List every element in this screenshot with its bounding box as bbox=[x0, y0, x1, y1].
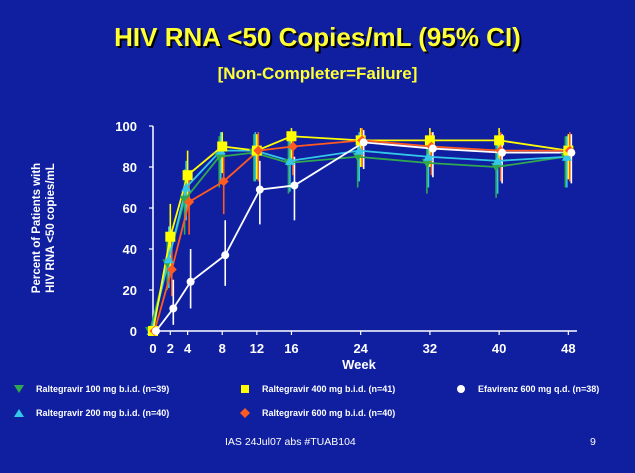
series-line bbox=[152, 135, 569, 332]
y-tick-label: 40 bbox=[123, 242, 137, 257]
series-line bbox=[155, 141, 572, 332]
data-point bbox=[561, 151, 572, 161]
triangle-up-icon bbox=[14, 409, 24, 417]
x-tick-label: 24 bbox=[353, 341, 368, 356]
data-point bbox=[179, 195, 190, 205]
data-point bbox=[182, 170, 193, 181]
x-tick-label: 48 bbox=[561, 341, 575, 356]
data-point bbox=[181, 182, 192, 192]
data-point bbox=[218, 176, 229, 187]
slide-title: HIV RNA <50 Copies/mL (95% CI) bbox=[114, 22, 521, 52]
y-tick-label: 0 bbox=[130, 324, 137, 339]
data-point bbox=[290, 181, 299, 190]
data-point bbox=[163, 254, 174, 264]
y-tick-label: 20 bbox=[123, 283, 137, 298]
data-point bbox=[286, 131, 297, 142]
legend-item-ral-400: Raltegravir 400 mg b.i.d. (n=41) bbox=[240, 384, 395, 394]
series-line bbox=[153, 139, 570, 332]
data-point bbox=[284, 155, 295, 165]
data-point bbox=[217, 141, 228, 152]
y-axis-label-line2: HIV RNA <50 copies/mL bbox=[45, 163, 57, 293]
footer-citation: IAS 24Jul07 abs #TUAB104 bbox=[225, 436, 356, 448]
data-point bbox=[166, 264, 177, 275]
legend-label: Efavirenz 600 mg q.d. (n=38) bbox=[478, 384, 600, 394]
data-point bbox=[255, 185, 264, 194]
slide-subtitle: [Non-Completer=Failure] bbox=[217, 64, 418, 83]
data-point bbox=[184, 196, 195, 207]
data-point bbox=[428, 144, 437, 153]
y-tick-label: 60 bbox=[123, 201, 137, 216]
data-point bbox=[287, 141, 298, 152]
data-point bbox=[567, 148, 576, 157]
x-tick-label: 16 bbox=[284, 341, 298, 356]
square-icon bbox=[241, 385, 249, 393]
x-tick-label: 12 bbox=[250, 341, 264, 356]
data-point bbox=[421, 158, 432, 168]
data-point bbox=[359, 138, 368, 147]
x-tick-label: 8 bbox=[219, 341, 226, 356]
legend-label: Raltegravir 100 mg b.i.d. (n=39) bbox=[36, 384, 170, 394]
triangle-down-icon bbox=[14, 385, 24, 393]
data-point bbox=[169, 304, 178, 313]
data-point bbox=[423, 151, 434, 161]
x-tick-label: 4 bbox=[184, 341, 192, 356]
data-point bbox=[186, 277, 195, 286]
data-point bbox=[492, 155, 503, 165]
legend-item-efv-600: Efavirenz 600 mg q.d. (n=38) bbox=[456, 384, 599, 394]
data-point bbox=[152, 327, 160, 335]
x-tick-label: 32 bbox=[423, 341, 437, 356]
data-point bbox=[491, 163, 502, 172]
x-tick-label: 0 bbox=[149, 341, 156, 356]
data-point bbox=[354, 145, 365, 155]
y-tick-label: 100 bbox=[115, 119, 137, 134]
legend-label: Raltegravir 400 mg b.i.d. (n=41) bbox=[262, 384, 396, 394]
circle-icon bbox=[457, 385, 465, 393]
legend-item-ral-600: Raltegravir 600 mg b.i.d. (n=40) bbox=[240, 408, 395, 418]
legend-label: Raltegravir 200 mg b.i.d. (n=40) bbox=[36, 408, 170, 418]
data-point bbox=[494, 135, 505, 146]
legend-item-ral-200: Raltegravir 200 mg b.i.d. (n=40) bbox=[14, 408, 169, 418]
y-axis-label-line1: Percent of Patients with bbox=[31, 162, 43, 294]
y-axis-label: Percent of Patients with HIV RNA <50 cop… bbox=[30, 128, 58, 328]
x-axis-label: Week bbox=[342, 357, 376, 372]
diamond-icon bbox=[240, 408, 250, 418]
data-point bbox=[221, 251, 230, 260]
data-point bbox=[253, 145, 264, 156]
legend-label: Raltegravir 600 mg b.i.d. (n=40) bbox=[262, 408, 396, 418]
series-line bbox=[150, 149, 567, 332]
data-point bbox=[498, 148, 507, 157]
page-number: 9 bbox=[590, 436, 596, 448]
x-tick-label: 40 bbox=[492, 341, 506, 356]
data-point bbox=[214, 152, 225, 162]
y-tick-label: 80 bbox=[123, 160, 137, 175]
data-point bbox=[424, 135, 435, 146]
data-point bbox=[352, 152, 363, 162]
legend-item-ral-100: Raltegravir 100 mg b.i.d. (n=39) bbox=[14, 384, 169, 394]
x-tick-label: 2 bbox=[167, 341, 174, 356]
data-point bbox=[165, 231, 176, 242]
